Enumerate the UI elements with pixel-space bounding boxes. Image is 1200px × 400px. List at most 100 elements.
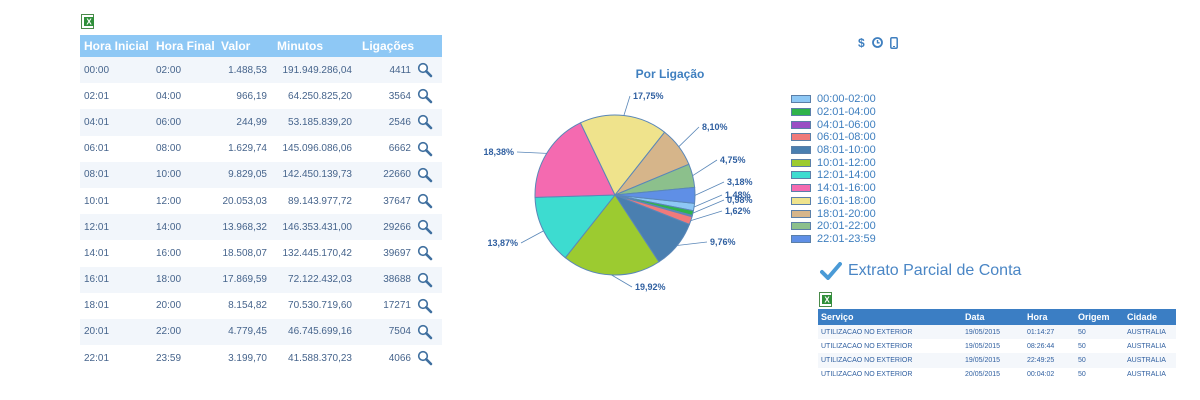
cell-minutos: 46.745.699,16 — [273, 318, 358, 346]
statement-row[interactable]: UTILIZACAO NO EXTERIOR 19/05/2015 22:49:25… — [818, 353, 1176, 368]
magnifier-icon[interactable] — [417, 88, 433, 104]
legend-swatch — [791, 234, 811, 243]
cell-ligacoes: 2546 — [358, 109, 417, 136]
pie-data-label: 9,76% — [710, 237, 736, 247]
cell-origem: 50 — [1075, 367, 1124, 382]
cell-valor: 1.629,74 — [217, 135, 273, 162]
legend-label: 14:01-16:00 — [817, 182, 876, 195]
cell-hora-final: 22:00 — [152, 318, 217, 346]
pie-data-label: 13,87% — [487, 238, 518, 248]
cell-action — [417, 266, 442, 293]
cell-valor: 9.829,05 — [217, 161, 273, 188]
legend-swatch — [791, 133, 811, 142]
magnifier-icon[interactable] — [417, 272, 433, 288]
col-hora[interactable]: Hora — [1024, 309, 1075, 325]
cell-hora: 00:04:02 — [1024, 367, 1075, 382]
legend-item[interactable]: 18:01-20:00 — [791, 207, 876, 220]
svg-text:X: X — [86, 18, 92, 27]
statement-row[interactable]: UTILIZACAO NO EXTERIOR 20/05/2015 00:04:02… — [818, 367, 1176, 382]
cell-cidade: AUSTRALIA — [1124, 353, 1176, 368]
legend-item[interactable]: 02:01-04:00 — [791, 106, 876, 119]
pie-data-label: 3,18% — [727, 177, 753, 187]
cell-hora-final: 16:00 — [152, 240, 217, 267]
cell-origem: 50 — [1075, 325, 1124, 340]
col-data[interactable]: Data — [962, 309, 1024, 325]
cell-ligacoes: 29266 — [358, 214, 417, 241]
col-ligacoes[interactable]: Ligações — [358, 35, 417, 57]
table-row: 20:01 22:00 4.779,45 46.745.699,16 7504 — [80, 318, 442, 346]
legend-swatch — [791, 108, 811, 117]
clock-icon[interactable] — [872, 37, 883, 51]
cell-ligacoes: 6662 — [358, 135, 417, 162]
pie-leader-line — [692, 199, 725, 214]
pie-leader-line — [692, 159, 718, 177]
legend-item[interactable]: 06:01-08:00 — [791, 131, 876, 144]
table-row: 10:01 12:00 20.053,03 89.143.977,72 37647 — [80, 187, 442, 215]
magnifier-icon[interactable] — [417, 114, 433, 130]
cell-hora-inicial: 18:01 — [80, 292, 152, 319]
col-hora-final[interactable]: Hora Final — [152, 35, 217, 57]
cell-minutos: 145.096.086,06 — [273, 135, 358, 162]
pie-leader-line — [678, 126, 700, 147]
magnifier-icon[interactable] — [417, 62, 433, 78]
legend-swatch — [791, 222, 811, 231]
pie-chart: 1,48%0,98%1,62% 9,76% 19,92% 13,87% 18,38% 17… — [483, 91, 753, 292]
phone-icon[interactable] — [890, 37, 898, 52]
statement-row[interactable]: UTILIZACAO NO EXTERIOR 19/05/2015 01:14:27… — [818, 325, 1176, 340]
cell-minutos: 132.445.170,42 — [273, 240, 358, 267]
cell-minutos: 41.588.370,23 — [273, 345, 358, 372]
excel-export-icon-extrato[interactable]: X — [819, 292, 833, 307]
legend-item[interactable]: 12:01-14:00 — [791, 169, 876, 182]
cell-hora-inicial: 14:01 — [80, 240, 152, 267]
col-valor[interactable]: Valor — [217, 35, 273, 57]
magnifier-icon[interactable] — [417, 350, 433, 366]
magnifier-icon[interactable] — [417, 245, 433, 261]
col-servico[interactable]: Serviço — [818, 309, 962, 325]
magnifier-icon[interactable] — [417, 219, 433, 235]
dollar-icon[interactable]: $ — [858, 36, 865, 50]
cell-action — [417, 345, 442, 372]
cell-ligacoes: 3564 — [358, 83, 417, 110]
col-origem[interactable]: Origem — [1075, 309, 1124, 325]
check-icon — [820, 262, 842, 280]
magnifier-icon[interactable] — [417, 324, 433, 340]
cell-hora-final: 18:00 — [152, 266, 217, 293]
legend-item[interactable]: 10:01-12:00 — [791, 156, 876, 169]
legend-item[interactable]: 14:01-16:00 — [791, 182, 876, 195]
statement-row[interactable]: UTILIZACAO NO EXTERIOR 19/05/2015 08:26:44… — [818, 339, 1176, 354]
col-cidade[interactable]: Cidade — [1124, 309, 1176, 325]
legend-item[interactable]: 16:01-18:00 — [791, 195, 876, 208]
table-row: 16:01 18:00 17.869,59 72.122.432,03 38688 — [80, 266, 442, 293]
excel-export-icon[interactable]: X — [81, 14, 95, 29]
pie-data-label: 17,75% — [633, 91, 664, 101]
cell-minutos: 191.949.286,04 — [273, 57, 358, 84]
cell-ligacoes: 4066 — [358, 345, 417, 372]
cell-hora: 22:49:25 — [1024, 353, 1075, 368]
col-hora-inicial[interactable]: Hora Inicial — [80, 35, 152, 57]
cell-valor: 1.488,53 — [217, 57, 273, 84]
table-row: 02:01 04:00 966,19 64.250.825,20 3564 — [80, 83, 442, 110]
col-minutos[interactable]: Minutos — [273, 35, 358, 57]
legend-item[interactable]: 20:01-22:00 — [791, 220, 876, 233]
legend-item[interactable]: 04:01-06:00 — [791, 118, 876, 131]
cell-cidade: AUSTRALIA — [1124, 325, 1176, 340]
cell-valor: 20.053,03 — [217, 187, 273, 215]
legend-swatch — [791, 184, 811, 193]
magnifier-icon[interactable] — [417, 167, 433, 183]
cell-hora-final: 06:00 — [152, 109, 217, 136]
cell-cidade: AUSTRALIA — [1124, 367, 1176, 382]
cell-hora-inicial: 10:01 — [80, 187, 152, 215]
legend-item[interactable]: 00:00-02:00 — [791, 93, 876, 106]
magnifier-icon[interactable] — [417, 193, 433, 209]
legend-label: 00:00-02:00 — [817, 93, 876, 106]
pie-slice-14:01-16:00[interactable] — [534, 122, 616, 198]
legend-label: 22:01-23:59 — [817, 232, 876, 245]
cell-hora-final: 14:00 — [152, 214, 217, 241]
pie-leader-line — [520, 230, 544, 244]
magnifier-icon[interactable] — [417, 141, 433, 157]
pie-slice-12:01-14:00[interactable] — [534, 194, 617, 259]
magnifier-icon[interactable] — [417, 298, 433, 314]
legend-swatch — [791, 171, 811, 180]
legend-item[interactable]: 08:01-10:00 — [791, 144, 876, 157]
legend-item[interactable]: 22:01-23:59 — [791, 233, 876, 246]
